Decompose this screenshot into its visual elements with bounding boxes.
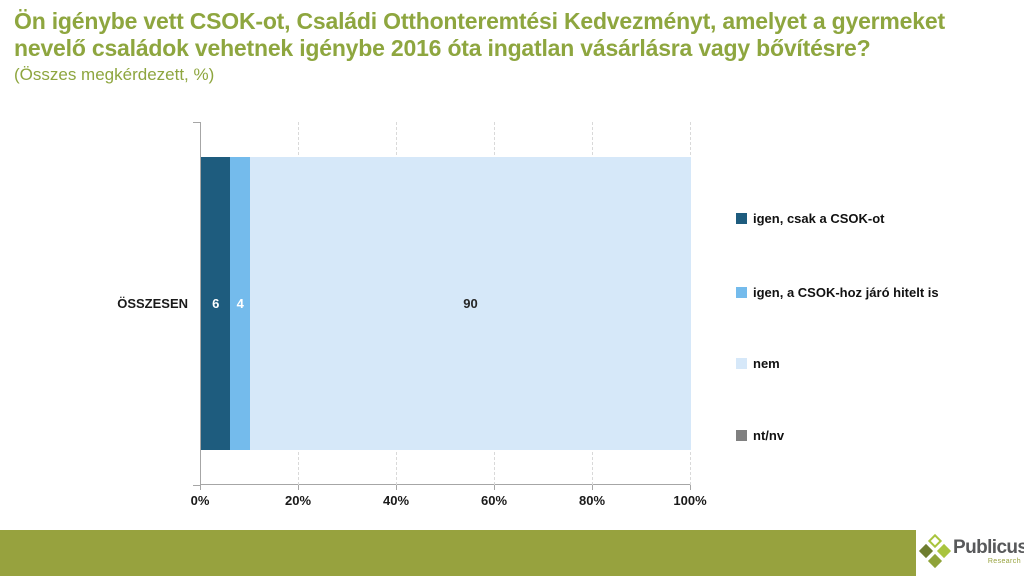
title-block: Ön igénybe vett CSOK-ot, Családi Otthont… [14, 8, 989, 85]
x-axis-tick [396, 485, 397, 490]
legend-item-igen-a-csok-hoz-j-r-hitelt-is: igen, a CSOK-hoz járó hitelt is [736, 285, 939, 300]
bar-segment-nem: 90 [249, 157, 691, 450]
logo-text: Publicus Research [953, 537, 1024, 565]
bar-value-label: 6 [212, 296, 220, 311]
x-axis-tick-label: 100% [673, 493, 707, 508]
legend-label: nt/nv [753, 428, 785, 443]
bar-value-label: 90 [463, 296, 478, 311]
y-axis-tick [193, 485, 200, 486]
legend-marker [736, 430, 747, 441]
bar-row-osszesen: 6 4 90 [201, 157, 691, 450]
diamond-icon [936, 543, 952, 559]
publicus-logo: Publicus Research [916, 529, 1024, 576]
x-axis-tick-label: 0% [190, 493, 210, 508]
legend-marker [736, 287, 747, 298]
x-axis-tick-label: 80% [578, 493, 606, 508]
logo-brand-name: Publicus [953, 537, 1024, 558]
x-axis-tick-label: 60% [480, 493, 508, 508]
bar-segment-igen-csak-a-csok-ot: 6 [201, 157, 231, 450]
bar-value-label: 4 [236, 296, 244, 311]
legend-item-igen-csak-a-csok-ot: igen, csak a CSOK-ot [736, 211, 884, 226]
legend-marker [736, 213, 747, 224]
bar-segment-igen-a-csok-hoz-j-r-hitelt-is: 4 [230, 157, 250, 450]
diamond-icon [927, 553, 943, 569]
x-axis-tick [690, 485, 691, 490]
publicus-diamonds-icon [918, 533, 952, 569]
diamond-icon [918, 543, 934, 559]
legend-label: nem [753, 356, 780, 371]
x-axis-tick-label: 40% [382, 493, 410, 508]
x-axis-tick-label: 20% [284, 493, 312, 508]
diamond-icon [927, 533, 943, 549]
chart-title: Ön igénybe vett CSOK-ot, Családi Otthont… [14, 8, 945, 61]
legend-marker [736, 358, 747, 369]
x-axis-tick [494, 485, 495, 490]
x-axis-tick [592, 485, 593, 490]
legend-item-nt-nv: nt/nv [736, 428, 784, 443]
legend-label: igen, csak a CSOK-ot [753, 211, 885, 226]
x-axis-tick [200, 485, 201, 490]
x-axis-tick [298, 485, 299, 490]
legend-label: igen, a CSOK-hoz járó hitelt is [753, 285, 939, 300]
logo-brand-sub: Research [987, 558, 1021, 565]
category-label: ÖSSZESEN [117, 296, 188, 311]
chart-subtitle: (Összes megkérdezett, %) [14, 64, 215, 84]
footer-accent-bar [0, 530, 916, 576]
plot-area [200, 122, 691, 485]
y-axis-tick [193, 122, 200, 123]
legend-item-nem: nem [736, 356, 780, 371]
